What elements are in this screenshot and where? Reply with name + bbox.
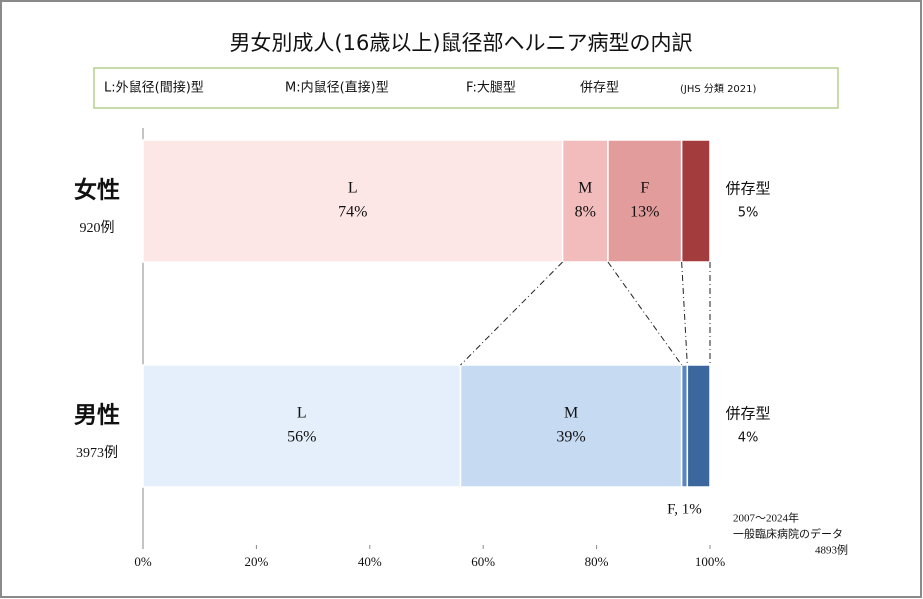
category-label: 女性 [74,177,120,204]
segment-label: M [564,405,578,422]
note: 一般臨床病院のデータ [733,527,843,541]
category-label: 男性 [74,403,120,429]
x-tick-label: 100% [695,554,726,569]
value-label: 39% [556,429,585,446]
legend-note: (JHS 分類 2021) [680,83,757,95]
category-count: 3973例 [76,445,118,461]
value-label: 56% [287,429,316,446]
segment-label: F [640,180,649,197]
value-label: 5% [738,206,759,221]
value-label: F, 1% [667,501,702,517]
legend-box [93,67,839,109]
connector [460,261,563,366]
value-label: 74% [338,204,367,221]
legend-label: L:外鼠径(間接)型 [104,80,204,96]
note: 4893例 [815,543,848,557]
bar-segment [561,139,609,263]
segment-label: M [578,180,592,197]
segment-label: L [348,180,358,197]
x-tick-label: 40% [358,554,382,569]
connector [607,261,683,366]
bar-segment [142,139,564,263]
bar-segment [680,364,689,488]
note: 2007〜2024年 [733,511,799,525]
legend-label: F:大腿型 [466,81,516,96]
value-label: 8% [575,204,596,221]
legend-label: M:内鼠径(直接)型 [285,80,389,96]
bar-segment [459,364,683,488]
bar-segment [680,139,711,263]
segment-label: L [297,405,307,422]
x-tick-label: 80% [585,554,609,569]
legend-label: 併存型 [580,81,619,96]
chart-title: 男女別成人(16歳以上)鼠径部ヘルニア病型の内訳 [229,31,692,55]
connector [681,261,688,366]
bar-segment [142,364,462,488]
category-count: 920例 [80,220,115,236]
x-tick-label: 60% [471,554,495,569]
segment-label: 併存型 [725,405,770,423]
x-tick-label: 20% [244,554,268,569]
bar-segment [686,364,711,488]
value-label: 13% [630,204,659,221]
bar-segment [607,139,683,263]
value-label: 4% [738,431,759,446]
x-tick-label: 0% [134,554,152,569]
segment-label: 併存型 [725,180,770,198]
